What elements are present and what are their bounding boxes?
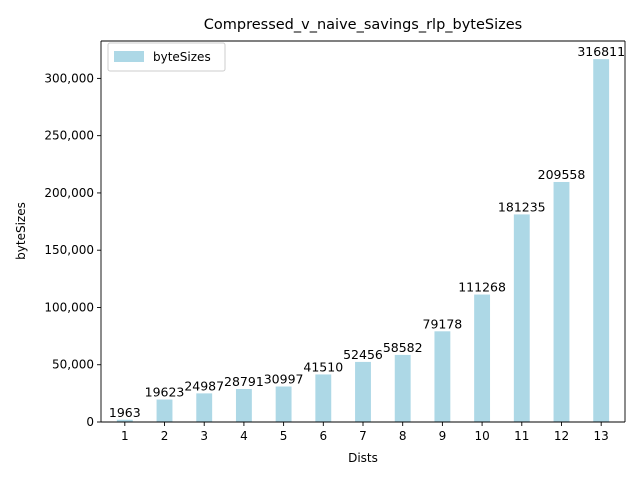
data-label: 316811	[577, 44, 625, 59]
y-tick-label: 50,000	[52, 358, 94, 372]
bar	[116, 419, 133, 422]
x-tick-label: 9	[439, 429, 447, 443]
data-label: 58582	[383, 340, 423, 355]
chart-title: Compressed_v_naive_savings_rlp_byteSizes	[204, 17, 522, 33]
x-tick-label: 10	[474, 429, 489, 443]
legend: byteSizes	[107, 42, 226, 72]
y-tick-label: 150,000	[44, 243, 94, 257]
data-label: 209558	[538, 167, 586, 182]
data-label: 19623	[145, 385, 185, 400]
bar	[315, 374, 332, 422]
x-axis-label: Dists	[348, 451, 378, 465]
x-tick-label: 8	[399, 429, 407, 443]
x-tick-label: 3	[200, 429, 208, 443]
legend-box	[107, 42, 226, 72]
data-label: 181235	[498, 199, 546, 214]
x-tick-label: 5	[280, 429, 288, 443]
x-tick-label: 12	[554, 429, 569, 443]
x-tick-label: 2	[161, 429, 169, 443]
y-axis-label: byteSizes	[14, 202, 28, 260]
x-tick-label: 4	[240, 429, 248, 443]
data-label: 1963	[109, 405, 141, 420]
bar	[355, 361, 371, 422]
legend-swatch	[114, 51, 144, 62]
y-tick-label: 300,000	[44, 71, 94, 85]
data-label: 111268	[458, 280, 506, 295]
data-label: 28791	[224, 374, 264, 389]
y-tick-label: 0	[86, 415, 94, 429]
bar	[434, 331, 451, 422]
bar	[235, 389, 252, 422]
y-tick-label: 200,000	[44, 186, 94, 200]
legend-entry: byteSizes	[153, 50, 211, 64]
x-tick-label: 11	[514, 429, 529, 443]
bar	[196, 393, 213, 422]
bar	[513, 214, 530, 422]
y-tick-label: 100,000	[44, 300, 94, 314]
bar	[474, 294, 491, 422]
x-tick-label: 1	[121, 429, 129, 443]
bar	[394, 354, 411, 422]
data-label: 24987	[184, 378, 224, 393]
bar	[593, 59, 610, 422]
x-tick-label: 7	[359, 429, 367, 443]
x-tick-label: 6	[319, 429, 327, 443]
x-tick-label: 13	[594, 429, 609, 443]
data-label: 52456	[343, 347, 383, 362]
bar	[275, 386, 292, 422]
data-label: 30997	[264, 371, 304, 386]
y-tick-label: 250,000	[44, 129, 94, 143]
data-label: 41510	[303, 359, 343, 374]
data-label: 79178	[423, 316, 463, 331]
bar	[553, 181, 570, 422]
bar	[156, 399, 173, 422]
